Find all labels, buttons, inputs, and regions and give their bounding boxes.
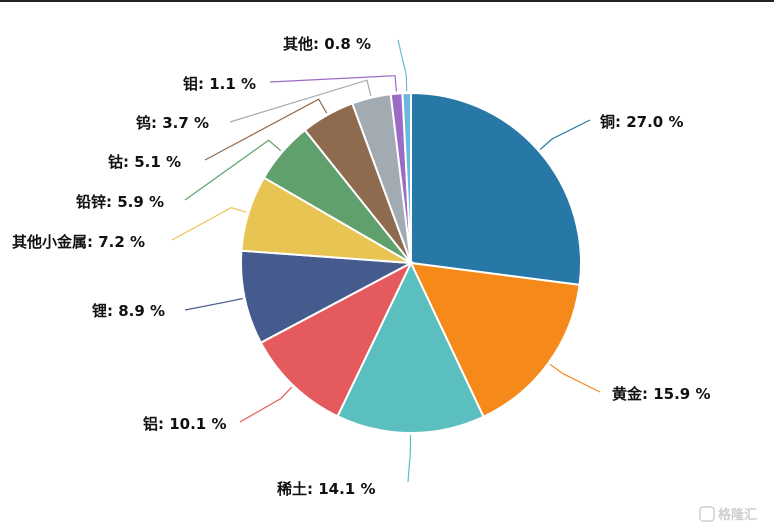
watermark-logo-icon [699, 506, 715, 522]
pie-slice-0 [410, 91, 583, 287]
watermark-text: 格隆汇 [718, 507, 757, 523]
leader-line-8 [229, 79, 372, 123]
slice-label-9: 钼: 1.1 % [183, 75, 256, 93]
pie-slice-3 [259, 260, 414, 418]
slice-label-3: 铝: 10.1 % [143, 415, 226, 433]
leader-line-9 [269, 75, 397, 92]
pie-slice-4 [240, 249, 415, 345]
leader-lines [171, 39, 601, 483]
slice-label-5: 其他小金属: 7.2 % [12, 233, 145, 251]
watermark: 格隆汇 [699, 506, 757, 523]
slice-label-8: 钨: 3.7 % [136, 114, 209, 132]
slice-labels: 铜: 27.0 % 黄金: 15.9 % 稀土: 14.1 % 铝: 10.1 % 锂:… [12, 35, 710, 498]
leader-line-0 [539, 119, 591, 150]
leader-line-1 [549, 363, 601, 393]
leader-line-5 [171, 206, 247, 241]
slice-label-10: 其他: 0.8 % [283, 35, 371, 53]
pie-slice-10 [401, 91, 412, 264]
leader-line-6 [184, 139, 282, 201]
leader-line-4 [184, 297, 243, 311]
pie-slices [240, 91, 583, 435]
slice-label-6: 铅锌: 5.9 % [76, 193, 164, 211]
slice-label-1: 黄金: 15.9 % [612, 385, 710, 403]
slice-label-0: 铜: 27.0 % [600, 113, 683, 131]
leader-line-10 [397, 39, 408, 92]
pie-slice-2 [336, 260, 485, 435]
pie-slice-1 [409, 261, 581, 419]
leader-line-7 [204, 98, 328, 161]
leader-line-3 [239, 386, 293, 423]
slice-label-4: 锂: 8.9 % [92, 302, 165, 320]
slice-label-7: 钴: 5.1 % [108, 153, 181, 171]
leader-line-2 [407, 434, 412, 483]
slice-label-2: 稀土: 14.1 % [277, 480, 375, 498]
